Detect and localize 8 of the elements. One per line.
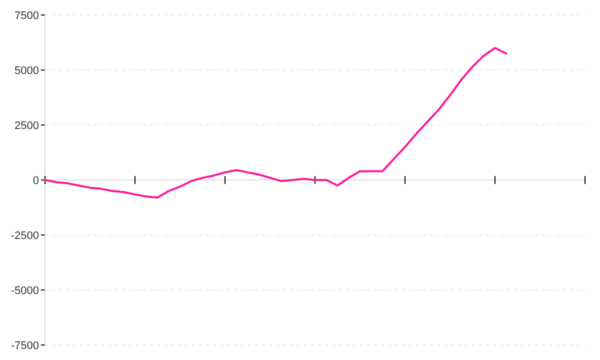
y-tick-label: 0	[32, 174, 39, 187]
y-tick-label: 5000	[14, 64, 39, 77]
y-tick-label: 2500	[14, 120, 39, 132]
y-tick-label: -5000	[10, 284, 39, 297]
y-tick-label: 7500	[14, 10, 39, 22]
y-tick-label: -7500	[10, 340, 39, 352]
y-tick-label: -2500	[10, 230, 39, 242]
line-series	[44, 47, 508, 199]
